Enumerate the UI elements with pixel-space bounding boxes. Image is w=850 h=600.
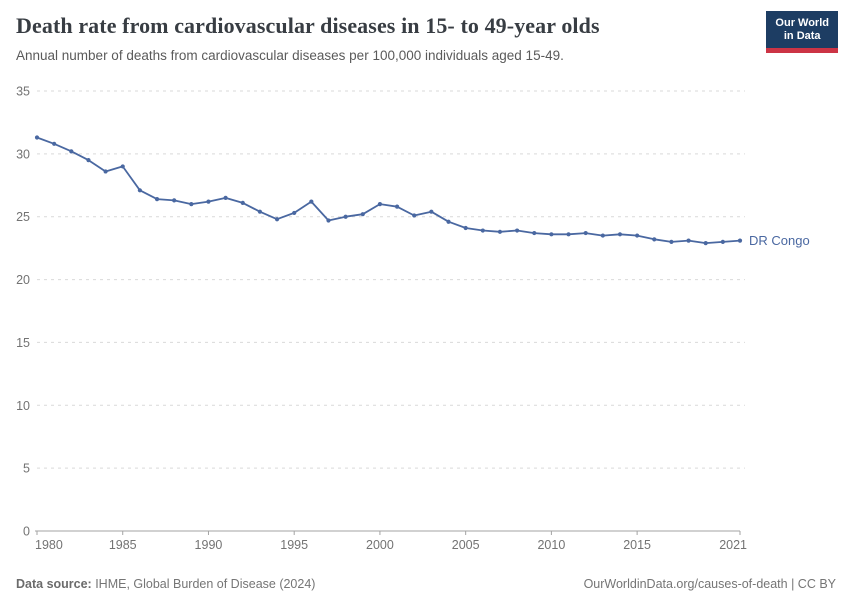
owid-logo: Our World in Data (766, 11, 838, 53)
data-point-marker (206, 199, 211, 204)
data-point-marker (600, 233, 605, 238)
data-point-marker (137, 188, 142, 193)
data-point-marker (703, 241, 708, 246)
data-point-marker (360, 212, 365, 217)
data-point-marker (566, 232, 571, 237)
data-point-marker (120, 164, 125, 169)
data-point-marker (617, 232, 623, 237)
data-point-marker (309, 199, 314, 204)
owid-logo-line1: Our World (775, 17, 829, 29)
data-point-marker (497, 229, 503, 234)
data-point-marker (154, 197, 160, 202)
x-axis-tick-label: 2010 (537, 538, 565, 552)
data-point-marker (463, 225, 468, 231)
data-point-marker (737, 238, 743, 243)
footer-link[interactable]: OurWorldinData.org/causes-of-death | CC … (583, 577, 836, 591)
data-source-value: IHME, Global Burden of Disease (2024) (91, 577, 316, 591)
data-point-marker (583, 230, 588, 236)
chart-subtitle: Annual number of deaths from cardiovascu… (16, 48, 564, 63)
data-point-marker (172, 198, 177, 203)
x-axis-tick-label: 1985 (109, 538, 137, 552)
x-axis-tick-label: 1995 (280, 538, 308, 552)
series-line-dr-congo (36, 136, 741, 244)
data-point-marker (720, 239, 725, 244)
data-point-marker (52, 141, 57, 146)
page-title: Death rate from cardiovascular diseases … (16, 13, 600, 38)
chart-header: Death rate from cardiovascular diseases … (16, 13, 750, 63)
data-point-marker (34, 135, 40, 140)
owid-logo-line2: in Data (783, 30, 821, 42)
data-point-marker (377, 202, 383, 207)
x-axis-tick-label: 2005 (452, 538, 480, 552)
x-axis-tick-label: 1980 (35, 538, 63, 552)
data-point-marker (549, 232, 554, 237)
data-point-marker (189, 202, 194, 207)
data-point-marker (514, 228, 520, 233)
y-axis-tick-label: 5 (23, 462, 30, 476)
data-point-marker (223, 195, 228, 200)
y-axis-tick-label: 25 (16, 210, 30, 224)
data-point-marker (326, 218, 331, 223)
data-point-marker (69, 149, 74, 154)
x-axis-tick-label: 2021 (719, 538, 747, 552)
data-point-marker (292, 210, 297, 216)
data-point-marker (412, 213, 417, 218)
x-axis-tick-label: 1990 (195, 538, 223, 552)
data-point-marker (257, 209, 263, 214)
data-point-marker (635, 233, 640, 238)
y-axis-tick-label: 30 (16, 147, 30, 161)
x-axis-tick-label: 2015 (623, 538, 651, 552)
series-label-dr-congo: DR Congo (749, 233, 810, 248)
y-axis-tick-label: 0 (23, 525, 30, 539)
line-chart-canvas: 0 5 10 15 20 25 30 35 1980 1985 1990 1995 2000 2005 20… (16, 85, 810, 553)
data-point-marker (480, 228, 485, 233)
data-point-marker (532, 230, 537, 236)
data-point-marker (669, 239, 674, 244)
chart-area: 0 5 10 15 20 25 30 35 1980 1985 1990 1995 2000 2005 20… (0, 80, 850, 555)
chart-footer: Data source: IHME, Global Burden of Dise… (16, 577, 836, 591)
y-axis-tick-label: 10 (16, 399, 30, 413)
y-axis-tick-label: 15 (16, 336, 30, 350)
data-source-label: Data source: (16, 577, 92, 591)
data-point-marker (103, 169, 108, 174)
data-point-marker (446, 219, 451, 224)
data-point-marker (394, 204, 400, 209)
x-axis-tick-label: 2000 (366, 538, 394, 552)
data-point-marker (686, 238, 691, 243)
y-axis-tick-label: 35 (16, 85, 30, 99)
data-point-marker (652, 237, 657, 242)
y-axis-tick-label: 20 (16, 273, 30, 287)
data-point-marker (274, 217, 280, 222)
data-point-marker (343, 214, 348, 219)
data-point-marker (240, 200, 245, 205)
data-source-note: Data source: IHME, Global Burden of Dise… (16, 577, 315, 591)
data-point-marker (86, 158, 91, 163)
data-point-marker (429, 209, 434, 214)
